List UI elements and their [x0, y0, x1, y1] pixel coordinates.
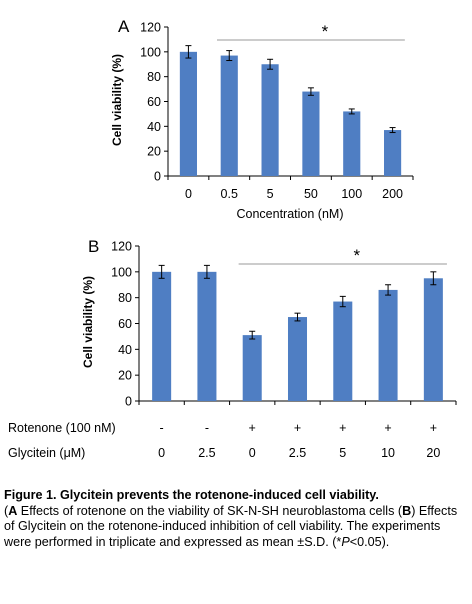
bar	[152, 271, 172, 401]
treatment-row-label: Rotenone (100 nM)	[8, 421, 116, 435]
treatment-row-label: Glycitein (μM)	[8, 446, 85, 460]
treatment-value: -	[205, 421, 209, 435]
treatment-value: 20	[426, 446, 440, 460]
x-tick-label: 0	[185, 187, 192, 201]
y-tick-label: 40	[147, 120, 161, 134]
treatment-value: -	[160, 421, 164, 435]
y-tick-label: 120	[140, 21, 161, 35]
significance-star: *	[353, 246, 360, 265]
y-axis-label: Cell viability (%)	[110, 54, 124, 146]
treatment-value: 5	[339, 446, 346, 460]
caption-part-b-text: ) Effects of Glycitein on the rotenone-i…	[4, 503, 458, 549]
treatment-value: 2.5	[198, 446, 215, 460]
caption-p-text: <0.05).	[349, 534, 390, 549]
y-tick-label: 60	[118, 317, 132, 331]
bar	[261, 64, 279, 176]
x-tick-label: 200	[382, 187, 403, 201]
y-tick-label: 100	[111, 265, 132, 279]
y-tick-label: 40	[118, 343, 132, 357]
treatment-value: 0	[249, 446, 256, 460]
y-tick-label: 60	[147, 95, 161, 109]
treatment-value: +	[384, 421, 391, 435]
treatment-value: 2.5	[289, 446, 306, 460]
y-tick-label: 20	[147, 145, 161, 159]
bar	[384, 130, 402, 176]
caption-part-a-text: Effects of rotenone on the viability of …	[17, 503, 403, 518]
caption-part-b-label: B	[402, 503, 412, 518]
panel-letter: A	[118, 17, 130, 36]
figure-caption: Figure 1. Glycitein prevents the rotenon…	[4, 488, 470, 550]
bar	[343, 111, 361, 176]
y-axis-label: Cell viability (%)	[81, 276, 95, 368]
panel-letter: B	[88, 237, 99, 256]
x-tick-label: 100	[341, 187, 362, 201]
x-axis-label: Concentration (nM)	[237, 207, 344, 221]
bar	[179, 51, 197, 177]
caption-part-a-label: A	[8, 503, 18, 518]
treatment-value: 0	[158, 446, 165, 460]
y-tick-label: 80	[118, 291, 132, 305]
bar	[242, 335, 262, 401]
bar	[423, 278, 443, 401]
y-tick-label: 0	[125, 395, 132, 409]
treatment-value: 10	[381, 446, 395, 460]
x-tick-label: 5	[267, 187, 274, 201]
y-tick-label: 20	[118, 369, 132, 383]
significance-star: *	[322, 22, 329, 41]
caption-p-symbol: P	[341, 534, 350, 549]
bar	[333, 301, 353, 401]
bar	[197, 271, 217, 401]
bar	[220, 55, 238, 176]
treatment-value: +	[339, 421, 346, 435]
bar	[302, 91, 320, 176]
y-tick-label: 80	[147, 70, 161, 84]
y-tick-label: 100	[140, 45, 161, 59]
x-tick-label: 0.5	[221, 187, 238, 201]
caption-title: Figure 1. Glycitein prevents the rotenon…	[4, 488, 379, 502]
y-tick-label: 120	[111, 240, 132, 254]
treatment-value: +	[430, 421, 437, 435]
x-tick-label: 50	[304, 187, 318, 201]
bar	[287, 317, 308, 401]
treatment-value: +	[294, 421, 301, 435]
y-tick-label: 0	[154, 170, 161, 184]
bar	[378, 289, 398, 401]
treatment-value: +	[249, 421, 256, 435]
panel-a: A 0 20 40 60 80 100 120 Cell viability (%) * 0 0.5 5…	[110, 17, 414, 221]
